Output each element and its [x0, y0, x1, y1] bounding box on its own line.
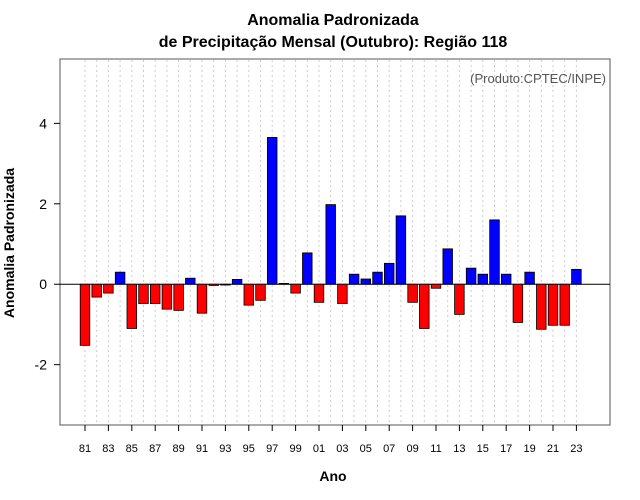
- x-tick-label: 85: [126, 443, 138, 455]
- bar-98: [278, 283, 290, 285]
- bar-94: [231, 279, 243, 285]
- bar-11: [430, 283, 442, 289]
- y-axis: -2 0 2 4: [35, 115, 60, 373]
- bar-12: [442, 248, 453, 285]
- bar-01: [313, 283, 325, 303]
- x-tick-label: 95: [243, 443, 255, 455]
- bar-09: [407, 283, 418, 303]
- x-tick-label: 81: [79, 443, 91, 455]
- bar-86: [138, 283, 149, 304]
- bar-14: [465, 267, 477, 285]
- bar-23: [571, 268, 582, 285]
- x-tick-label: 03: [336, 443, 348, 455]
- chart-title: Anomalia Padronizada: [247, 12, 419, 29]
- bar-96: [255, 283, 266, 301]
- bar-13: [454, 283, 465, 315]
- bar-10: [419, 283, 430, 329]
- x-tick-label: 07: [383, 443, 395, 455]
- chart-subtitle: de Precipitação Mensal (Outubro): Região…: [159, 34, 508, 51]
- y-tick-label: -2: [35, 357, 48, 373]
- bar-97: [266, 137, 278, 285]
- bar-91: [196, 283, 208, 314]
- bar-95: [243, 283, 255, 306]
- bar-83: [103, 283, 114, 294]
- credit-text: (Produto:CPTEC/INPE): [470, 71, 606, 86]
- bar-03: [337, 283, 348, 304]
- bar-06: [372, 271, 383, 285]
- x-tick-label: 13: [453, 443, 465, 455]
- x-tick-label: 01: [313, 443, 325, 455]
- x-axis: 81 83 85 87 89 91 93 95 97 99 01 03 05 07 09 11 13 15 17 19…: [79, 425, 583, 455]
- bar-17: [500, 273, 512, 285]
- bar-87: [149, 283, 161, 304]
- bar-08: [395, 215, 407, 285]
- bar-88: [161, 283, 173, 310]
- x-tick-label: 15: [477, 443, 489, 455]
- x-tick-label: 11: [430, 443, 441, 455]
- bar-20: [536, 283, 547, 330]
- bar-84: [114, 271, 126, 285]
- plot-area-frame: [59, 58, 611, 426]
- bar-18: [512, 283, 524, 323]
- x-tick-label: 91: [196, 443, 208, 455]
- x-axis-label: Ano: [319, 468, 346, 484]
- x-tick-label: 89: [172, 443, 184, 455]
- x-tick-label: 05: [360, 443, 372, 455]
- bars: [79, 137, 582, 346]
- x-tick-label: 87: [149, 443, 161, 455]
- bar-15: [477, 273, 489, 285]
- bar-21: [547, 283, 559, 326]
- bar-04: [348, 273, 360, 285]
- bar-85: [126, 283, 138, 329]
- y-axis-label: Anomalia Padronizada: [1, 168, 17, 318]
- x-tick-label: 19: [523, 443, 535, 455]
- bar-82: [91, 283, 102, 298]
- bar-05: [360, 278, 372, 285]
- y-tick-label: 4: [39, 115, 47, 131]
- x-tick-label: 23: [570, 443, 582, 455]
- bar-99: [290, 283, 301, 294]
- x-tick-label: 17: [500, 443, 512, 455]
- bar-22: [559, 283, 570, 326]
- bar-89: [173, 283, 184, 311]
- bar-81: [79, 283, 91, 346]
- x-tick-label: 93: [219, 443, 231, 455]
- bar-02: [325, 204, 336, 285]
- bar-93: [220, 283, 231, 286]
- bar-00: [302, 252, 313, 285]
- bar-19: [524, 271, 535, 285]
- bar-92: [208, 283, 219, 286]
- bar-16: [489, 219, 500, 285]
- x-tick-label: 09: [406, 443, 418, 455]
- x-tick-label: 83: [102, 443, 114, 455]
- x-tick-label: 21: [547, 443, 559, 455]
- x-tick-label: 99: [289, 443, 301, 455]
- x-tick-label: 97: [266, 443, 278, 455]
- bar-90: [185, 277, 196, 285]
- y-tick-label: 0: [39, 276, 47, 292]
- y-tick-label: 2: [39, 196, 47, 212]
- bar-07: [383, 262, 395, 285]
